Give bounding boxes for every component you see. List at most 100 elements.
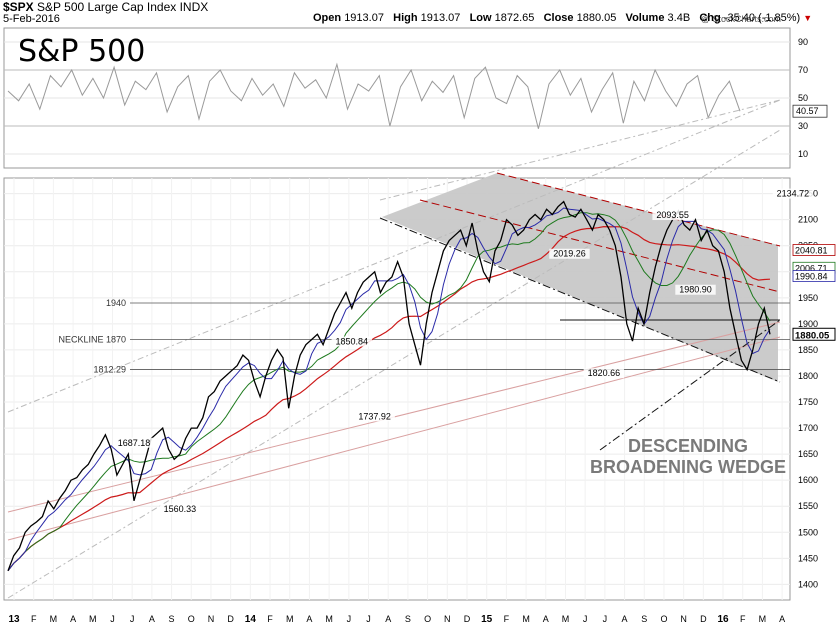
pattern-label-line1: DESCENDING bbox=[627, 436, 748, 456]
pattern-label: DESCENDING BROADENING WEDGE bbox=[588, 436, 788, 478]
indicator-value-label: 40.57 bbox=[796, 106, 819, 116]
pattern-label-line2: BROADENING WEDGE bbox=[589, 457, 786, 477]
x-tick-label: A bbox=[543, 614, 549, 624]
x-tick-label: A bbox=[622, 614, 628, 624]
price-tick-label: 1500 bbox=[798, 527, 818, 537]
indicator-tick-label: 70 bbox=[798, 65, 808, 75]
trend-line bbox=[419, 199, 781, 293]
x-tick-label: S bbox=[405, 614, 411, 624]
trend-line bbox=[7, 336, 781, 541]
x-tick-label: J bbox=[603, 614, 608, 624]
price-tick-label: 1450 bbox=[798, 553, 818, 563]
x-tick-label: S bbox=[169, 614, 175, 624]
last-close-label: 1880.05 bbox=[795, 330, 830, 341]
series-value-label: 2006.71 bbox=[795, 263, 828, 273]
annotation-bg bbox=[675, 284, 716, 295]
annotation-bg bbox=[354, 411, 395, 422]
x-tick-label: N bbox=[444, 614, 451, 624]
x-tick-label: A bbox=[70, 614, 76, 624]
x-tick-label: F bbox=[504, 614, 510, 624]
trend-line bbox=[496, 172, 781, 247]
last-close-box bbox=[792, 327, 836, 341]
x-tick-label: J bbox=[347, 614, 352, 624]
price-annotation: 2134.72 bbox=[777, 189, 810, 199]
annotation-bg bbox=[113, 437, 155, 448]
x-tick-label: A bbox=[779, 614, 785, 624]
copyright-text: @ StockCharts.com bbox=[700, 14, 781, 24]
x-tick-label: M bbox=[325, 614, 333, 624]
x-tick-label: S bbox=[641, 614, 647, 624]
price-tick-label: 2100 bbox=[798, 215, 818, 225]
annotation-bg bbox=[549, 248, 590, 259]
x-tick-label: A bbox=[306, 614, 312, 624]
price-tick-label: 1600 bbox=[798, 475, 818, 485]
x-tick-label: M bbox=[759, 614, 767, 624]
price-annotation: 1560.33 bbox=[164, 504, 197, 514]
price-tick-label: 1850 bbox=[798, 345, 818, 355]
price-line bbox=[7, 200, 771, 572]
x-tick-label: J bbox=[110, 614, 115, 624]
x-tick-label: 13 bbox=[8, 614, 20, 624]
chart-symbol: $SPX S&P 500 Large Cap Index INDX bbox=[3, 0, 209, 14]
x-tick-label: 16 bbox=[717, 614, 729, 624]
price-annotation: 1737.92 bbox=[358, 411, 391, 421]
annotation-bg bbox=[652, 210, 693, 221]
x-tick-label: M bbox=[89, 614, 97, 624]
x-tick-label: N bbox=[208, 614, 215, 624]
chart-date: 5-Feb-2016 bbox=[3, 13, 60, 25]
x-tick-label: O bbox=[660, 614, 667, 624]
x-tick-label: O bbox=[424, 614, 431, 624]
level-label: 1940 bbox=[106, 298, 126, 308]
indicator-tick-label: 30 bbox=[798, 121, 808, 131]
level-label: NECKLINE 1870 bbox=[58, 335, 126, 345]
x-tick-label: M bbox=[522, 614, 530, 624]
trend-line bbox=[7, 99, 781, 413]
price-annotation: 1980.90 bbox=[679, 285, 712, 295]
price-tick-label: 1550 bbox=[798, 501, 818, 511]
x-tick-label: A bbox=[149, 614, 155, 624]
indicator-tick-label: 10 bbox=[798, 149, 808, 159]
price-tick-label: 1400 bbox=[798, 579, 818, 589]
x-tick-label: N bbox=[680, 614, 687, 624]
price-tick-label: 1800 bbox=[798, 371, 818, 381]
indicator-tick-label: 50 bbox=[798, 93, 808, 103]
x-tick-label: D bbox=[464, 614, 471, 624]
x-tick-label: J bbox=[130, 614, 135, 624]
series-value-label: 2040.81 bbox=[795, 246, 828, 256]
trend-line bbox=[7, 129, 781, 599]
x-tick-label: 15 bbox=[481, 614, 493, 624]
series-value-box bbox=[792, 270, 836, 282]
price-annotation: 1820.66 bbox=[588, 368, 621, 378]
price-tick-label: 1950 bbox=[798, 293, 818, 303]
trend-line bbox=[599, 319, 781, 451]
x-tick-label: A bbox=[385, 614, 391, 624]
x-tick-label: M bbox=[286, 614, 294, 624]
series-value-box bbox=[792, 244, 836, 256]
ma-mid-line bbox=[7, 212, 771, 572]
price-tick-label: 1700 bbox=[798, 423, 818, 433]
x-tick-label: O bbox=[188, 614, 195, 624]
indicator-trend-line bbox=[379, 99, 781, 201]
indicator-tick-label: 90 bbox=[798, 37, 808, 47]
ma-long-line bbox=[7, 225, 771, 572]
series-value-label: 1990.84 bbox=[795, 272, 828, 282]
annotation-bg bbox=[583, 368, 625, 379]
overlay-title: S&P 500 bbox=[18, 34, 146, 69]
x-tick-label: D bbox=[227, 614, 234, 624]
x-tick-label: M bbox=[50, 614, 58, 624]
x-tick-label: J bbox=[366, 614, 371, 624]
price-annotation: 2093.55 bbox=[656, 210, 689, 220]
x-tick-label: J bbox=[583, 614, 588, 624]
x-tick-label: F bbox=[740, 614, 746, 624]
annotation-bg bbox=[331, 336, 372, 347]
x-tick-label: D bbox=[700, 614, 707, 624]
price-tick-label: 1900 bbox=[798, 319, 818, 329]
price-panel-frame bbox=[3, 177, 791, 601]
x-tick-label: F bbox=[267, 614, 273, 624]
price-annotation: 1687.18 bbox=[118, 438, 151, 448]
ohlc-bar: Open 1913.07 High 1913.07 Low 1872.65 Cl… bbox=[313, 12, 813, 24]
price-annotation: 1850.84 bbox=[335, 336, 368, 346]
annotation-bg bbox=[772, 188, 814, 199]
wedge-shading bbox=[382, 173, 778, 382]
